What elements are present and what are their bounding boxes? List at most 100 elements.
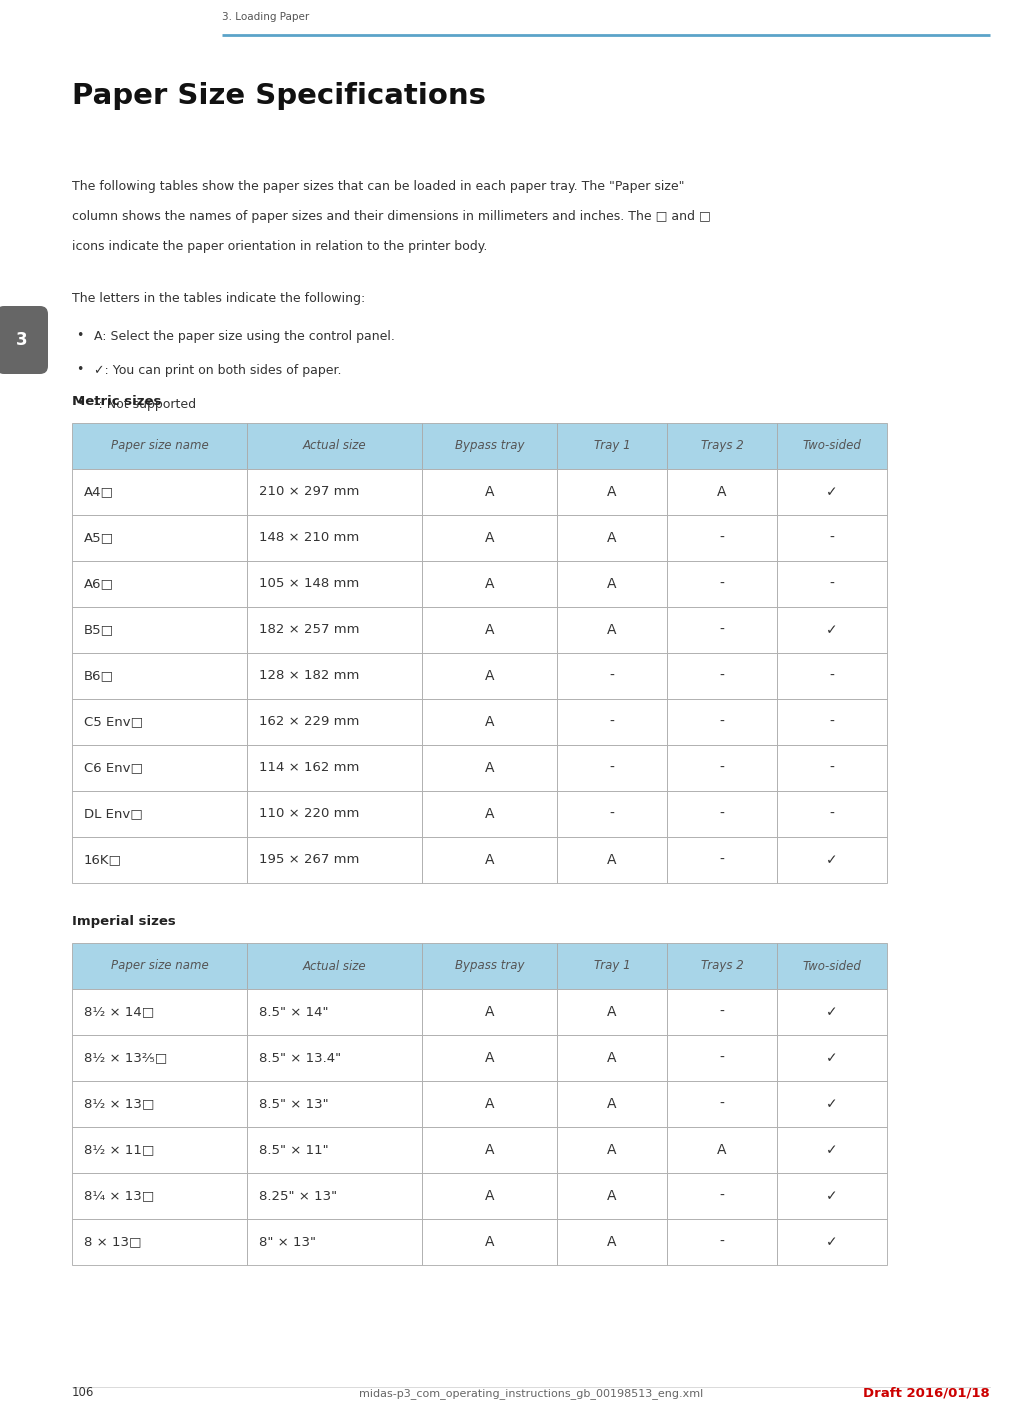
FancyBboxPatch shape xyxy=(247,514,422,561)
Text: A5□: A5□ xyxy=(84,531,115,544)
Text: A: A xyxy=(485,1052,494,1064)
Text: 114 × 162 mm: 114 × 162 mm xyxy=(259,762,359,774)
Text: -: - xyxy=(719,622,724,637)
Text: -: - xyxy=(719,1189,724,1204)
FancyBboxPatch shape xyxy=(777,745,886,791)
Text: Bypass tray: Bypass tray xyxy=(455,959,524,972)
Text: 3: 3 xyxy=(17,331,28,350)
Text: Actual size: Actual size xyxy=(302,439,366,452)
Text: A: A xyxy=(485,853,494,867)
FancyBboxPatch shape xyxy=(72,944,247,989)
FancyBboxPatch shape xyxy=(557,1172,667,1219)
Text: column shows the names of paper sizes and their dimensions in millimeters and in: column shows the names of paper sizes an… xyxy=(72,210,711,223)
FancyBboxPatch shape xyxy=(247,1081,422,1127)
Text: -: - xyxy=(719,1005,724,1019)
FancyBboxPatch shape xyxy=(72,1081,247,1127)
Text: -: - xyxy=(719,1052,724,1064)
Text: Paper size name: Paper size name xyxy=(110,959,208,972)
FancyBboxPatch shape xyxy=(777,607,886,654)
Text: -: - xyxy=(719,715,724,729)
Text: ✓: You can print on both sides of paper.: ✓: You can print on both sides of paper. xyxy=(94,364,342,377)
FancyBboxPatch shape xyxy=(422,791,557,837)
FancyBboxPatch shape xyxy=(557,1219,667,1265)
FancyBboxPatch shape xyxy=(247,1219,422,1265)
FancyBboxPatch shape xyxy=(247,837,422,882)
Text: A: A xyxy=(607,853,617,867)
FancyBboxPatch shape xyxy=(422,989,557,1034)
FancyBboxPatch shape xyxy=(422,654,557,699)
Text: Metric sizes: Metric sizes xyxy=(72,395,161,408)
FancyBboxPatch shape xyxy=(247,1034,422,1081)
Text: 182 × 257 mm: 182 × 257 mm xyxy=(259,624,359,637)
Text: Paper Size Specifications: Paper Size Specifications xyxy=(72,82,486,109)
Text: ✓: ✓ xyxy=(827,1052,838,1064)
FancyBboxPatch shape xyxy=(422,607,557,654)
Text: 162 × 229 mm: 162 × 229 mm xyxy=(259,716,359,729)
FancyBboxPatch shape xyxy=(422,561,557,607)
FancyBboxPatch shape xyxy=(557,607,667,654)
FancyBboxPatch shape xyxy=(667,791,777,837)
Text: •: • xyxy=(76,396,84,411)
Text: A: A xyxy=(607,531,617,546)
FancyBboxPatch shape xyxy=(422,837,557,882)
Text: 110 × 220 mm: 110 × 220 mm xyxy=(259,807,359,820)
FancyBboxPatch shape xyxy=(667,1127,777,1172)
Text: -: - xyxy=(719,1097,724,1111)
Text: 16K□: 16K□ xyxy=(84,854,122,867)
FancyBboxPatch shape xyxy=(777,1081,886,1127)
Text: Tray 1: Tray 1 xyxy=(593,439,631,452)
Text: A: A xyxy=(607,485,617,499)
Text: Draft 2016/01/18: Draft 2016/01/18 xyxy=(863,1385,990,1400)
Text: ✓: ✓ xyxy=(827,485,838,499)
Text: 8¹⁄₂ × 13²⁄₅□: 8¹⁄₂ × 13²⁄₅□ xyxy=(84,1052,167,1064)
FancyBboxPatch shape xyxy=(777,1034,886,1081)
FancyBboxPatch shape xyxy=(667,654,777,699)
FancyBboxPatch shape xyxy=(247,561,422,607)
Text: -: - xyxy=(719,762,724,774)
Text: A: A xyxy=(485,1189,494,1204)
Text: 8¹⁄₂ × 11□: 8¹⁄₂ × 11□ xyxy=(84,1144,155,1157)
FancyBboxPatch shape xyxy=(72,837,247,882)
Text: A4□: A4□ xyxy=(84,486,114,499)
Text: -: - xyxy=(610,807,614,821)
Text: ✓: ✓ xyxy=(827,1005,838,1019)
FancyBboxPatch shape xyxy=(667,1172,777,1219)
Text: A: A xyxy=(485,1005,494,1019)
FancyBboxPatch shape xyxy=(422,1172,557,1219)
FancyBboxPatch shape xyxy=(247,944,422,989)
FancyBboxPatch shape xyxy=(557,699,667,745)
Text: A: A xyxy=(607,1005,617,1019)
FancyBboxPatch shape xyxy=(422,423,557,469)
Text: A: A xyxy=(485,622,494,637)
FancyBboxPatch shape xyxy=(557,514,667,561)
FancyBboxPatch shape xyxy=(667,699,777,745)
Text: A: A xyxy=(485,1142,494,1157)
Text: -: - xyxy=(719,531,724,546)
Text: -: - xyxy=(719,577,724,591)
FancyBboxPatch shape xyxy=(422,1219,557,1265)
Text: Imperial sizes: Imperial sizes xyxy=(72,915,175,928)
Text: 148 × 210 mm: 148 × 210 mm xyxy=(259,531,359,544)
Text: A: A xyxy=(485,577,494,591)
FancyBboxPatch shape xyxy=(557,654,667,699)
FancyBboxPatch shape xyxy=(777,791,886,837)
FancyBboxPatch shape xyxy=(777,469,886,514)
FancyBboxPatch shape xyxy=(422,745,557,791)
FancyBboxPatch shape xyxy=(777,989,886,1034)
Text: ✓: ✓ xyxy=(827,622,838,637)
Text: 8¹⁄₄ × 13□: 8¹⁄₄ × 13□ xyxy=(84,1189,154,1202)
Text: -: - xyxy=(719,853,724,867)
Text: ✓: ✓ xyxy=(827,853,838,867)
Text: 106: 106 xyxy=(72,1385,94,1400)
Text: A: A xyxy=(607,577,617,591)
FancyBboxPatch shape xyxy=(72,699,247,745)
FancyBboxPatch shape xyxy=(667,423,777,469)
Text: -: - xyxy=(830,762,835,774)
FancyBboxPatch shape xyxy=(72,469,247,514)
FancyBboxPatch shape xyxy=(557,837,667,882)
FancyBboxPatch shape xyxy=(777,423,886,469)
Text: Paper size name: Paper size name xyxy=(110,439,208,452)
Text: Trays 2: Trays 2 xyxy=(701,439,743,452)
FancyBboxPatch shape xyxy=(777,514,886,561)
FancyBboxPatch shape xyxy=(667,745,777,791)
